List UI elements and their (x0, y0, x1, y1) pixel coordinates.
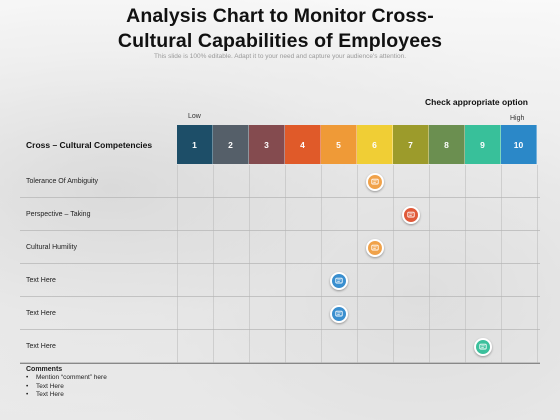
comments-section: Comments Mention “comment” here Text Her… (26, 366, 107, 400)
grid-column-line (249, 165, 250, 363)
comment-icon (335, 277, 343, 285)
competency-row: Perspective – Taking (20, 198, 540, 231)
divider (20, 363, 540, 364)
scale-cell-8[interactable]: 8 (429, 125, 465, 164)
competency-grid: Tolerance Of Ambiguity Perspective – Taki… (20, 165, 540, 363)
grid-column-line (213, 165, 214, 363)
page-title: Analysis Chart to Monitor Cross- Cultura… (0, 4, 560, 54)
scale-cell-10[interactable]: 10 (501, 125, 537, 164)
comment-item: Text Here (26, 383, 107, 392)
competency-row: Cultural Humility (20, 231, 540, 264)
rating-marker[interactable] (402, 205, 420, 224)
competency-row: Text Here (20, 264, 540, 297)
title-line-2: Cultural Capabilities of Employees (117, 30, 443, 52)
check-option-label: Check appropriate option (425, 97, 528, 107)
scale-cell-6[interactable]: 6 (357, 125, 393, 164)
competency-label: Cultural Humility (26, 244, 77, 251)
competency-row: Tolerance Of Ambiguity (20, 165, 540, 198)
comment-item: Text Here (26, 391, 107, 400)
rating-scale: 1 2 3 4 5 6 7 8 9 10 (177, 125, 537, 164)
comment-item: Mention “comment” here (26, 374, 107, 383)
rating-marker[interactable] (366, 172, 384, 191)
comment-icon (479, 343, 487, 351)
low-label: Low (188, 113, 201, 120)
grid-column-line (357, 165, 358, 363)
scale-cell-1[interactable]: 1 (177, 125, 213, 164)
scale-cell-4[interactable]: 4 (285, 125, 321, 164)
grid-column-line (537, 165, 538, 363)
grid-column-line (501, 165, 502, 363)
comment-icon (371, 178, 379, 186)
rating-marker[interactable] (474, 337, 492, 356)
comments-heading: Comments (26, 366, 63, 373)
grid-column-line (429, 165, 430, 363)
competency-label: Text Here (26, 277, 56, 284)
grid-column-line (321, 165, 322, 363)
rating-marker[interactable] (330, 304, 348, 323)
scale-cell-9[interactable]: 9 (465, 125, 501, 164)
scale-cell-7[interactable]: 7 (393, 125, 429, 164)
scale-cell-2[interactable]: 2 (213, 125, 249, 164)
subtitle: This slide is 100% editable. Adapt it to… (153, 53, 406, 60)
competency-row: Text Here (20, 297, 540, 330)
rating-marker[interactable] (330, 271, 348, 290)
grid-column-line (465, 165, 466, 363)
competencies-header: Cross – Cultural Competencies (26, 139, 153, 150)
competency-label: Perspective – Taking (26, 211, 91, 218)
grid-column-line (177, 165, 178, 363)
scale-cell-5[interactable]: 5 (321, 125, 357, 164)
comments-list: Mention “comment” here Text Here Text He… (26, 374, 107, 400)
grid-column-line (393, 165, 394, 363)
high-label: High (510, 115, 525, 122)
comment-icon (335, 310, 343, 318)
grid-column-line (285, 165, 286, 363)
title-line-1: Analysis Chart to Monitor Cross- (126, 5, 434, 27)
competency-row: Text Here (20, 330, 540, 363)
scale-cell-3[interactable]: 3 (249, 125, 285, 164)
rating-marker[interactable] (366, 238, 384, 257)
comment-icon (371, 244, 379, 252)
competency-label: Text Here (26, 343, 56, 350)
competency-label: Tolerance Of Ambiguity (26, 178, 98, 185)
comment-icon (407, 211, 415, 219)
competency-label: Text Here (26, 310, 56, 317)
